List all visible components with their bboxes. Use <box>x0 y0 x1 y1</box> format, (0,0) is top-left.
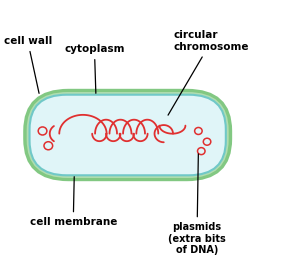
Text: plasmids
(extra bits
of DNA): plasmids (extra bits of DNA) <box>168 154 226 255</box>
Text: cell membrane: cell membrane <box>30 177 117 227</box>
FancyBboxPatch shape <box>30 95 226 175</box>
FancyBboxPatch shape <box>23 89 232 181</box>
Text: cytoplasm: cytoplasm <box>64 44 125 93</box>
FancyBboxPatch shape <box>27 92 229 178</box>
Text: circular
chromosome: circular chromosome <box>168 30 249 115</box>
Text: cell wall: cell wall <box>3 36 52 93</box>
